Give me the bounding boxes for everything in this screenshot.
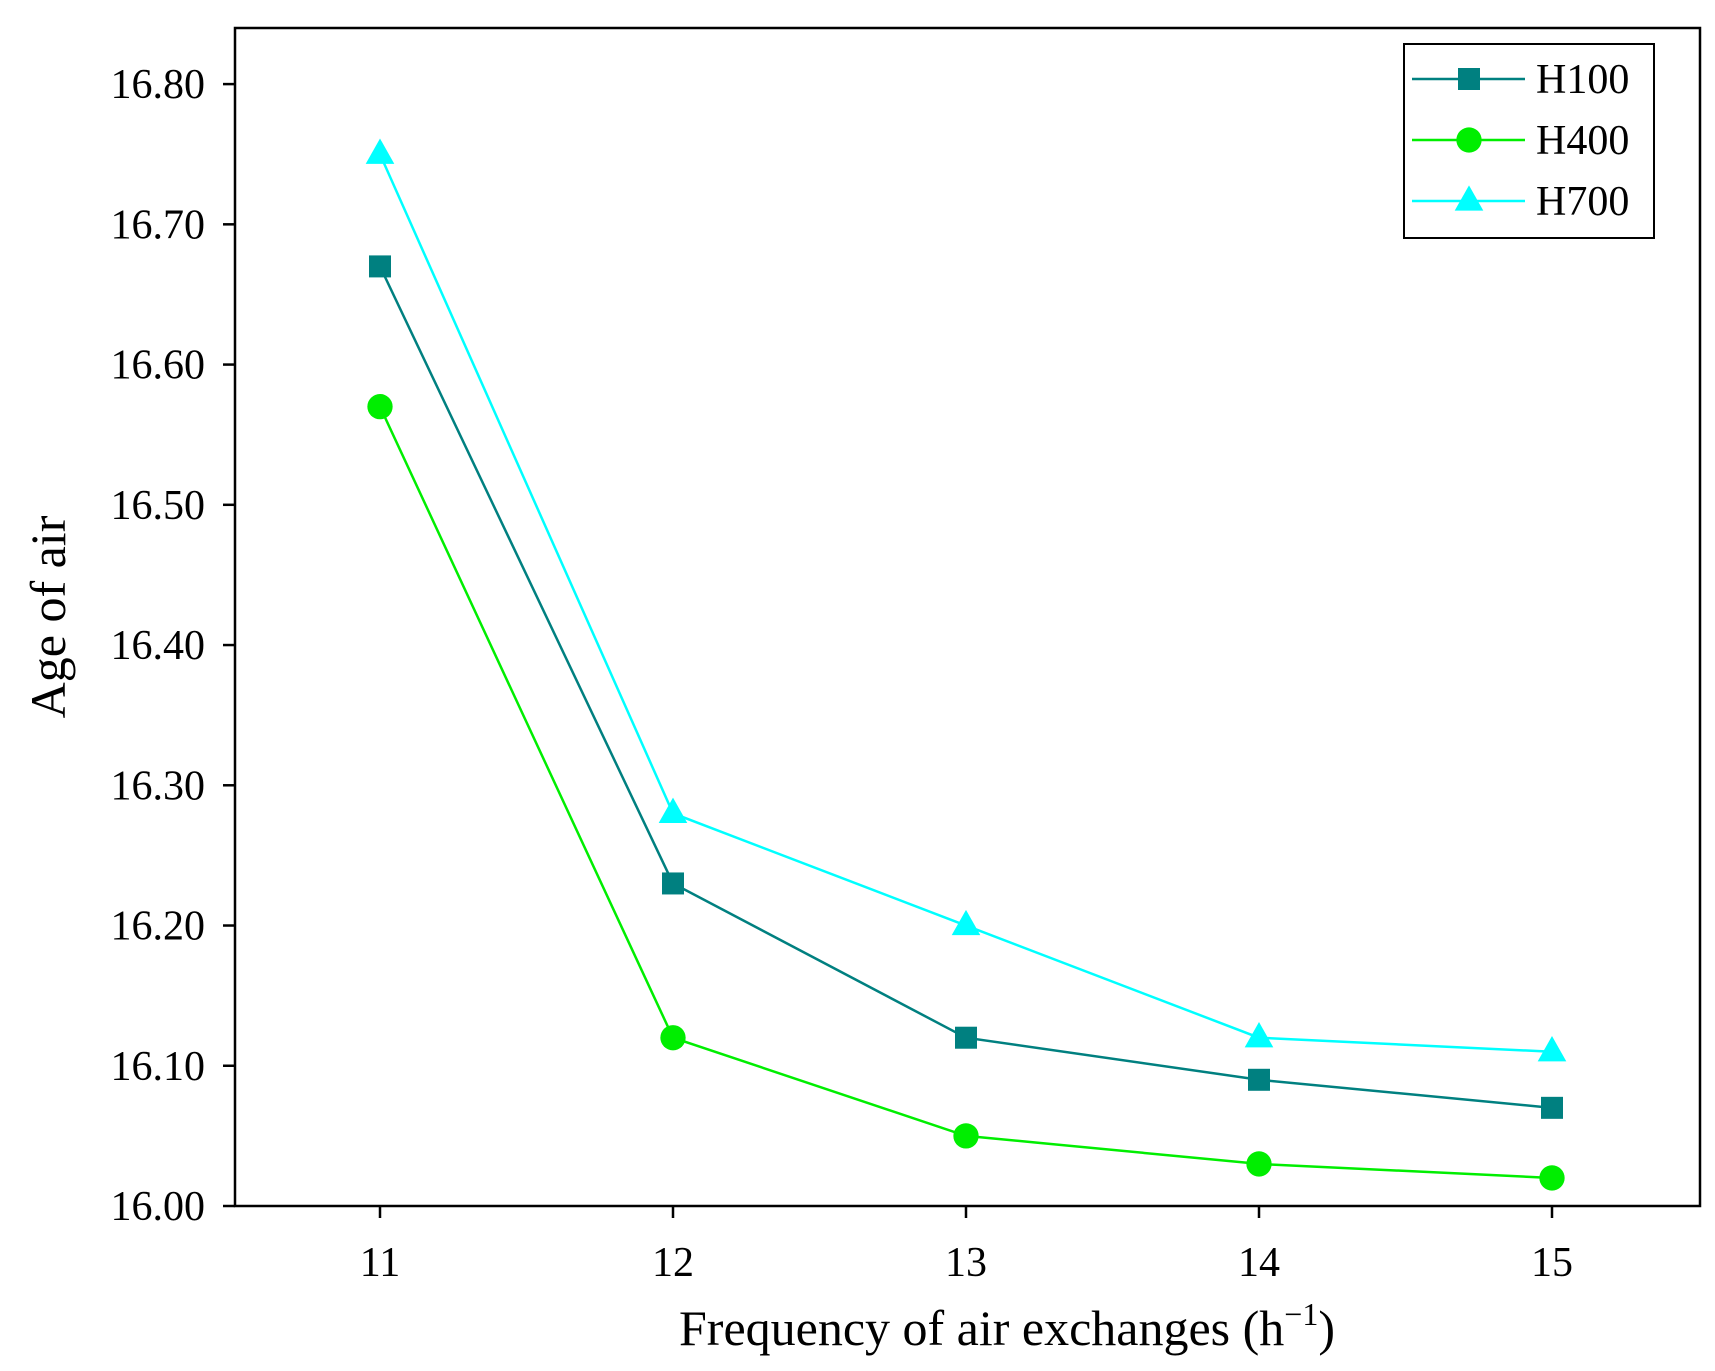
plot-area-frame [233, 26, 1702, 1208]
data-point-h400 [1539, 1165, 1565, 1191]
data-point-h400 [953, 1123, 979, 1149]
x-axis-title-suffix: ) [1318, 1300, 1335, 1356]
legend-item-h700: H700 [1412, 179, 1629, 225]
y-tick-label: 16.30 [111, 763, 206, 809]
data-point-h700 [658, 797, 688, 823]
data-point-h700 [1244, 1022, 1274, 1048]
data-point-h400 [660, 1025, 686, 1051]
x-tick-label: 14 [1238, 1240, 1280, 1286]
data-point-h100 [369, 255, 391, 278]
x-tick-label: 13 [945, 1240, 987, 1286]
x-axis-title-superscript: −1 [1284, 1296, 1318, 1332]
data-point-h100 [662, 872, 684, 895]
x-tick-label: 15 [1531, 1240, 1573, 1286]
legend-item-h400: H400 [1412, 118, 1629, 164]
y-tick-label: 16.70 [111, 202, 206, 248]
data-point-h700 [951, 909, 981, 936]
y-axis-ticks: 16.00 16.10 16.20 16.30 16.40 16.50 16.60 16.70… [111, 62, 235, 1230]
legend-label-h700: H700 [1536, 179, 1629, 225]
x-tick-label: 12 [652, 1240, 694, 1286]
data-point-h400 [367, 393, 393, 420]
y-tick-label: 16.00 [111, 1184, 206, 1230]
series-line-h100 [378, 265, 1553, 1110]
y-tick-label: 16.60 [111, 343, 206, 389]
x-axis-title: Frequency of air exchanges (h−1) [679, 1296, 1335, 1356]
y-tick-label: 16.20 [111, 904, 206, 950]
y-axis-title: Age of air [20, 515, 76, 718]
series-line-h400 [378, 406, 1553, 1180]
y-tick-label: 16.80 [111, 62, 206, 108]
y-tick-label: 16.40 [111, 623, 206, 669]
series-h700 [365, 138, 1567, 1062]
legend-item-h100: H100 [1412, 57, 1629, 103]
series-h100 [369, 255, 1563, 1119]
data-point-h400 [1246, 1151, 1272, 1177]
x-tick-label: 11 [360, 1240, 400, 1286]
series-group [365, 138, 1567, 1191]
data-point-h100 [1541, 1096, 1563, 1119]
y-tick-label: 16.10 [111, 1044, 206, 1090]
legend-label-h100: H100 [1536, 57, 1629, 103]
legend-marker-h700 [1454, 185, 1484, 211]
x-axis-title-main: Frequency of air exchanges (h [679, 1300, 1284, 1356]
x-axis-ticks: 11 12 13 14 15 [360, 1206, 1573, 1286]
legend: H100 H400 H700 [1403, 43, 1655, 239]
data-point-h700 [1537, 1036, 1567, 1062]
data-point-h100 [955, 1026, 977, 1049]
legend-marker-h100 [1458, 68, 1480, 90]
series-h400 [367, 393, 1565, 1191]
data-point-h700 [365, 138, 395, 164]
y-tick-label: 16.50 [111, 483, 206, 529]
legend-label-h400: H400 [1536, 118, 1629, 164]
data-point-h100 [1248, 1068, 1270, 1091]
legend-marker-h400 [1456, 127, 1482, 153]
